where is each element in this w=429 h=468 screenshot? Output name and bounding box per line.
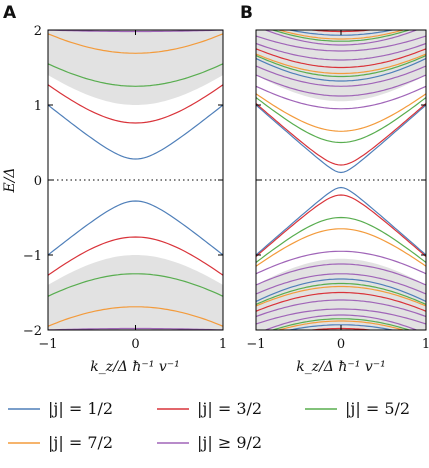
panelB-band-lower	[256, 258, 426, 330]
panelB-level-s0-0-neg	[256, 186, 426, 256]
panelB-band-upper	[256, 30, 426, 102]
panel-a-x-axis-label: k_z/Δ ħ⁻¹ v⁻¹	[90, 359, 180, 375]
panelB-level-s4-4-pos	[256, 35, 426, 52]
panelB-level-s1-1-neg	[256, 291, 426, 312]
panelB-xtick-label: 0	[337, 337, 345, 352]
panelB-level-s3-2-neg	[276, 320, 406, 330]
panelA-level-s0-0-pos	[48, 104, 223, 160]
panelB-level-s2-0-neg	[256, 216, 426, 263]
panel-a-continuum	[48, 30, 223, 330]
panelB-level-s3-1-neg	[256, 285, 426, 307]
panelB-level-s2-2-neg	[271, 318, 411, 330]
legend: |j| = 1/2 |j| = 3/2 |j| = 5/2 |j| = 7/2 |j| …	[8, 399, 410, 452]
panelA-band-lower	[48, 255, 223, 330]
panelB-level-s1-1-pos	[256, 48, 426, 69]
panelA-ytick-label: −1	[23, 249, 42, 264]
panelB-level-s0-0-pos	[256, 104, 426, 174]
panel-a-label: A	[3, 3, 17, 23]
panelB-level-s4-2-neg	[256, 273, 426, 295]
panelB-level-s4-1-pos	[256, 74, 426, 97]
panelB-xtick-label: −1	[246, 337, 265, 352]
panelB-level-s4-2-pos	[256, 65, 426, 87]
panel-b-levels	[256, 30, 426, 330]
panel-b-continuum	[256, 30, 426, 330]
panelB-level-s4-3-pos	[256, 42, 426, 61]
panelB-level-s0-1-neg	[256, 278, 426, 303]
panelB-level-s4-4-neg	[256, 308, 426, 325]
panelA-ytick-label: 1	[34, 99, 42, 114]
panelB-level-s4-5-pos	[263, 30, 419, 46]
panelA-ytick-label: −2	[23, 324, 42, 339]
panelB-level-s4-1-neg	[256, 263, 426, 286]
panelA-ytick-label: 2	[34, 24, 42, 39]
panelA-level-s0-0-neg	[48, 200, 223, 256]
panel-b-x-axis-label: k_z/Δ ħ⁻¹ v⁻¹	[296, 359, 386, 375]
panelB-level-s1-0-pos	[256, 103, 426, 166]
panelA-level-s3-0-pos	[48, 33, 223, 54]
panelB-level-s1-0-neg	[256, 194, 426, 257]
panelA-level-s1-0-pos	[48, 84, 223, 124]
panelB-level-s0-1-pos	[256, 57, 426, 82]
legend-label: |j| = 3/2	[197, 399, 262, 418]
panelA-band-upper	[48, 30, 223, 105]
panelA-xtick-label: −1	[38, 337, 57, 352]
panelB-level-s4-5-neg	[263, 314, 419, 330]
panel-b-label: B	[240, 3, 253, 23]
panelB-level-s3-0-pos	[256, 93, 426, 132]
panelA-level-s3-0-neg	[48, 306, 223, 327]
panelA-level-s2-0-neg	[48, 273, 223, 297]
panelA-level-s1-0-neg	[48, 236, 223, 276]
panelB-level-s2-2-pos	[271, 30, 411, 42]
panelB-level-s2-1-neg	[256, 282, 426, 306]
legend-label: |j| = 1/2	[48, 399, 113, 418]
panelB-level-s3-1-pos	[256, 53, 426, 75]
panelB-xtick-label: 1	[422, 337, 429, 352]
panelB-level-s2-1-pos	[256, 54, 426, 78]
panelB-level-s0-2-neg	[287, 324, 395, 330]
legend-label: |j| = 5/2	[345, 399, 410, 418]
panelB-level-s4-3-neg	[256, 299, 426, 318]
panelB-level-s4-0-neg	[256, 250, 426, 275]
legend-label: |j| = 7/2	[48, 433, 113, 452]
legend-label: |j| ≥ 9/2	[197, 433, 262, 452]
panelA-ytick-label: 0	[34, 174, 42, 189]
panelA-level-s2-0-pos	[48, 63, 223, 87]
panelB-level-s0-2-pos	[287, 30, 395, 36]
panelB-level-s4-0-pos	[256, 85, 426, 110]
panelB-level-s3-0-neg	[256, 228, 426, 267]
panel-b-ticks: −1 0 1	[246, 29, 429, 352]
panelA-xtick-label: 1	[219, 337, 227, 352]
panel-a-y-axis-label: E/Δ	[2, 167, 18, 193]
panel-b: −1 0 1 B k_z/Δ ħ⁻¹ v⁻¹	[240, 3, 429, 375]
panelB-level-s2-0-pos	[256, 97, 426, 144]
panelA-xtick-label: 0	[131, 337, 139, 352]
panelB-level-s3-2-pos	[276, 30, 406, 40]
